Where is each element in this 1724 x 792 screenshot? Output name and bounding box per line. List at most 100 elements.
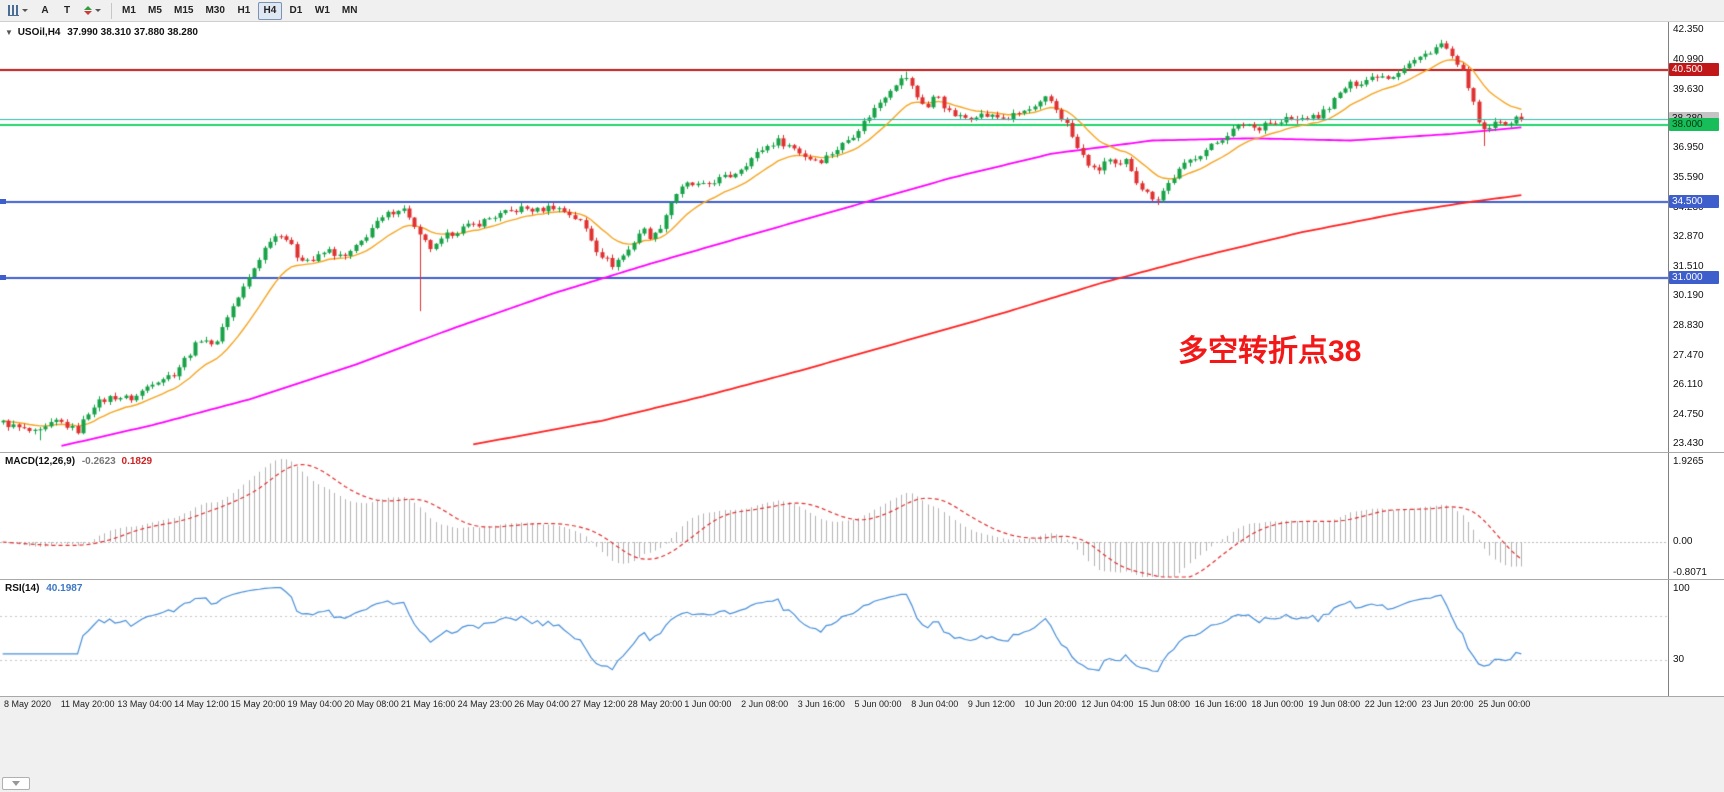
time-tick-label: 2 Jun 08:00 (741, 699, 789, 709)
time-tick-label: 12 Jun 04:00 (1081, 699, 1134, 709)
time-tick-label: 21 May 16:00 (400, 699, 456, 709)
time-axis[interactable]: 8 May 2020 11 May 20:00 13 May 04:00 14 May… (0, 697, 1724, 713)
ohlc-readout: 37.990 38.310 37.880 38.280 (67, 27, 198, 38)
timeframe-group: M1 M5 M15 M30 H1 H4 D1 W1 MN (117, 1, 362, 20)
price-tick-label: 36.950 (1673, 142, 1704, 154)
rsi-name: RSI(14) (5, 583, 40, 594)
price-chart-panel: ▼ USOil,H4 37.990 38.310 37.880 38.280 多… (0, 22, 1668, 452)
macd-axis-max-label: 1.9265 (1673, 456, 1704, 467)
axis-separator (0, 696, 1724, 697)
buy-sell-arrows-icon (84, 6, 92, 15)
time-tick-label: 3 Jun 16:00 (797, 699, 845, 709)
time-tick-label: 23 Jun 20:00 (1421, 699, 1474, 709)
time-tick-label: 8 May 2020 (4, 699, 52, 709)
price-line-label: 40.500 (1669, 63, 1719, 77)
timeframe-button-m15[interactable]: M15 (174, 5, 194, 16)
price-tick-label: 27.470 (1673, 349, 1704, 361)
timeframe-button-mn[interactable]: MN (341, 5, 358, 16)
scroll-marker-icon (12, 781, 20, 786)
time-tick-label: 28 May 20:00 (627, 699, 683, 709)
time-tick-label: 26 May 04:00 (514, 699, 569, 709)
time-tick-label: 19 May 04:00 (287, 699, 343, 709)
time-tick-label: 15 Jun 08:00 (1138, 699, 1191, 709)
price-line-label: 38.000 (1669, 118, 1719, 132)
time-tick-label: 20 May 08:00 (344, 699, 399, 709)
macd-canvas[interactable] (0, 453, 1668, 579)
price-axis[interactable]: 42.35040.99039.63036.95035.59034.23032.8… (1668, 22, 1724, 696)
rsi-label: RSI(14) 40.1987 (5, 583, 82, 594)
price-tick-label: 28.830 (1673, 319, 1704, 331)
hline-left-marker (0, 198, 6, 204)
macd-panel: MACD(12,26,9) -0.2623 0.1829 (0, 453, 1668, 579)
bar-chart-icon (8, 5, 19, 16)
bottom-area (0, 713, 1724, 792)
price-line-label: 31.000 (1669, 271, 1719, 285)
timeframe-button-m1[interactable]: M1 (122, 5, 136, 16)
text-label-t-button[interactable]: T (57, 2, 77, 20)
price-tick-label: 35.590 (1673, 171, 1704, 183)
price-tick-label: 42.350 (1673, 24, 1704, 35)
price-tick-label: 39.630 (1673, 83, 1704, 95)
price-tick-label: 23.430 (1673, 438, 1704, 449)
price-tick-label: 24.750 (1673, 409, 1704, 421)
rsi-panel: RSI(14) 40.1987 (0, 580, 1668, 696)
rsi-axis-30-label: 30 (1673, 654, 1685, 665)
collapse-arrow-icon[interactable]: ▼ (5, 28, 13, 37)
order-arrows-button[interactable] (79, 2, 106, 20)
hline-left-marker (0, 275, 6, 281)
rsi-axis-top-label: 100 (1673, 583, 1690, 594)
macd-axis-zero-label: 0.00 (1673, 536, 1693, 547)
time-tick-label: 9 Jun 12:00 (967, 699, 1015, 709)
text-label-a-button[interactable]: A (35, 2, 55, 20)
chart-type-button[interactable] (3, 2, 33, 20)
time-tick-label: 19 Jun 08:00 (1308, 699, 1361, 709)
text-label-t-icon: T (63, 5, 71, 16)
timeframe-button-d1[interactable]: D1 (289, 5, 303, 16)
macd-signal-value: 0.1829 (121, 456, 153, 467)
macd-axis-min-label: -0.8071 (1673, 567, 1707, 578)
time-tick-label: 11 May 20:00 (60, 699, 115, 709)
time-tick-label: 16 Jun 16:00 (1194, 699, 1247, 709)
panel-separator[interactable] (0, 579, 1724, 580)
time-tick-label: 24 May 23:00 (457, 699, 513, 709)
price-tick-label: 31.510 (1673, 261, 1704, 273)
timeframe-button-h1[interactable]: H1 (237, 5, 251, 16)
text-label-a-icon: A (41, 5, 49, 16)
symbol-name: USOil,H4 (17, 27, 61, 38)
symbol-header: ▼ USOil,H4 37.990 38.310 37.880 38.280 (5, 27, 198, 38)
timeframe-button-m5[interactable]: M5 (148, 5, 162, 16)
rsi-canvas[interactable] (0, 580, 1668, 696)
price-line-label: 34.500 (1669, 194, 1719, 208)
toolbar-separator (111, 2, 112, 19)
chevron-down-icon (95, 9, 101, 12)
price-tick-label: 26.110 (1673, 379, 1703, 391)
macd-label: MACD(12,26,9) -0.2623 0.1829 (5, 456, 152, 467)
price-tick-label: 32.870 (1673, 231, 1704, 243)
quick-nav-box[interactable] (2, 777, 30, 790)
time-tick-label: 14 May 12:00 (174, 699, 229, 709)
timeframe-button-m30[interactable]: M30 (205, 5, 225, 16)
price-tick-label: 30.190 (1673, 290, 1704, 302)
chart-text-annotation: 多空转折点38 (1178, 335, 1362, 368)
time-tick-label: 25 Jun 00:00 (1478, 699, 1531, 709)
time-tick-label: 22 Jun 12:00 (1364, 699, 1417, 709)
timeframe-button-h4[interactable]: H4 (257, 1, 282, 20)
time-tick-label: 13 May 04:00 (117, 699, 172, 709)
time-tick-label: 8 Jun 04:00 (911, 699, 959, 709)
chevron-down-icon (22, 9, 28, 12)
price-chart-canvas[interactable] (0, 22, 1668, 452)
price-tick-label: 40.990 (1673, 53, 1704, 65)
time-tick-label: 18 Jun 00:00 (1251, 699, 1304, 709)
macd-name: MACD(12,26,9) (5, 456, 76, 467)
rsi-value: 40.1987 (46, 583, 83, 594)
time-tick-label: 10 Jun 20:00 (1024, 699, 1077, 709)
time-tick-label: 15 May 20:00 (230, 699, 286, 709)
panel-separator[interactable] (0, 452, 1724, 453)
time-tick-label: 27 May 12:00 (571, 699, 626, 709)
time-tick-label: 5 Jun 00:00 (854, 699, 902, 709)
timeframe-button-w1[interactable]: W1 (314, 5, 330, 16)
macd-main-value: -0.2623 (81, 456, 116, 467)
